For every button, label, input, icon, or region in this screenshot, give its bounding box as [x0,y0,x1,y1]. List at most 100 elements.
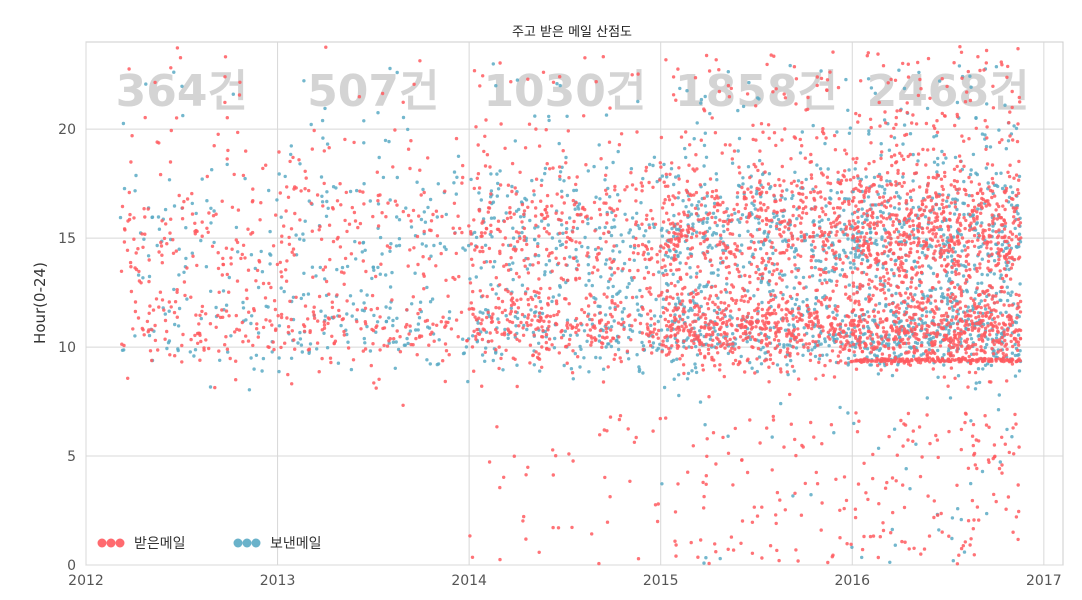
received-mail-point [496,219,501,223]
received-mail-point [524,537,528,541]
received-mail-point [648,309,653,313]
received-mail-point [285,316,289,320]
sent-mail-point [996,184,1000,189]
received-mail-point [249,232,253,236]
received-mail-point [718,233,723,237]
received-mail-point [522,258,526,263]
received-mail-point [162,308,166,312]
sent-mail-point [558,177,562,181]
sent-mail-point [736,108,740,113]
received-mail-point [608,106,612,110]
received-mail-point [128,212,132,217]
received-mail-point [522,238,526,242]
received-mail-point [520,220,524,224]
received-mail-point [785,319,789,323]
received-mail-point [646,312,650,316]
received-mail-point [812,196,816,201]
received-mail-point [645,213,649,217]
received-mail-point [604,173,608,177]
received-mail-point [429,228,433,233]
sent-mail-point [962,264,966,268]
received-mail-point [126,376,130,380]
received-mail-point [765,62,769,67]
received-mail-point [765,426,769,430]
received-mail-point [1000,463,1004,467]
received-mail-point [604,240,608,244]
received-mail-point [782,92,786,96]
received-mail-point [969,537,973,541]
received-mail-point [597,561,601,566]
received-mail-point [470,555,475,559]
received-mail-point [699,315,703,319]
received-mail-point [261,281,266,286]
received-mail-point [500,310,505,315]
received-mail-point [678,357,682,361]
sent-mail-point [536,242,540,246]
sent-mail-point [348,294,353,298]
received-mail-point [767,341,772,345]
received-mail-point [791,243,795,247]
received-mail-point [506,183,511,187]
received-mail-point [546,328,550,332]
received-mail-point [339,270,344,274]
received-mail-point [486,310,490,314]
sent-mail-point [817,220,822,224]
received-mail-point [970,434,975,438]
received-mail-point [890,163,894,168]
received-mail-point [321,204,325,208]
received-mail-point [789,157,793,161]
received-mail-point [584,163,588,167]
sent-mail-point [755,369,759,374]
received-mail-point [905,318,909,323]
received-mail-point [711,338,715,342]
received-mail-point [811,239,815,244]
received-mail-point [666,238,671,242]
received-mail-point [698,231,702,235]
received-mail-point [706,280,711,284]
received-mail-point [872,159,876,164]
received-mail-point [846,296,850,300]
received-mail-point [677,267,681,272]
received-mail-point [778,498,782,502]
sent-mail-point [853,252,858,257]
received-mail-point [136,316,141,320]
received-mail-point [467,224,471,228]
received-mail-point [378,315,382,319]
received-mail-point [304,176,308,180]
sent-mail-point [880,235,884,239]
received-mail-point [832,220,836,224]
received-mail-point [456,335,460,339]
received-mail-point [150,328,154,332]
received-mail-point [193,229,197,234]
received-mail-point [343,218,347,223]
sent-mail-point [388,66,392,71]
sent-mail-point [925,396,929,400]
received-mail-point [323,265,328,269]
received-mail-point [608,312,613,317]
received-mail-point [749,262,754,266]
received-mail-point [547,296,551,300]
sent-mail-point [880,237,884,241]
sent-mail-point [945,302,950,306]
y-tick-label: 5 [67,449,76,465]
sent-mail-point [665,175,669,179]
received-mail-point [735,191,740,195]
received-mail-point [847,202,851,206]
received-mail-point [744,331,748,336]
received-mail-point [602,292,606,296]
received-mail-point [845,339,849,343]
sent-mail-point [136,273,141,277]
received-mail-point [605,429,609,433]
received-mail-point [502,475,506,479]
received-mail-point [484,227,489,231]
sent-mail-point [848,334,852,338]
sent-mail-point [615,292,619,296]
received-mail-point [504,262,509,267]
sent-mail-point [609,344,614,349]
sent-mail-point [979,244,983,249]
received-mail-point [225,347,230,351]
received-mail-point [663,306,668,311]
sent-mail-point [598,197,602,201]
received-mail-point [1012,176,1016,180]
sent-mail-point [447,310,452,314]
